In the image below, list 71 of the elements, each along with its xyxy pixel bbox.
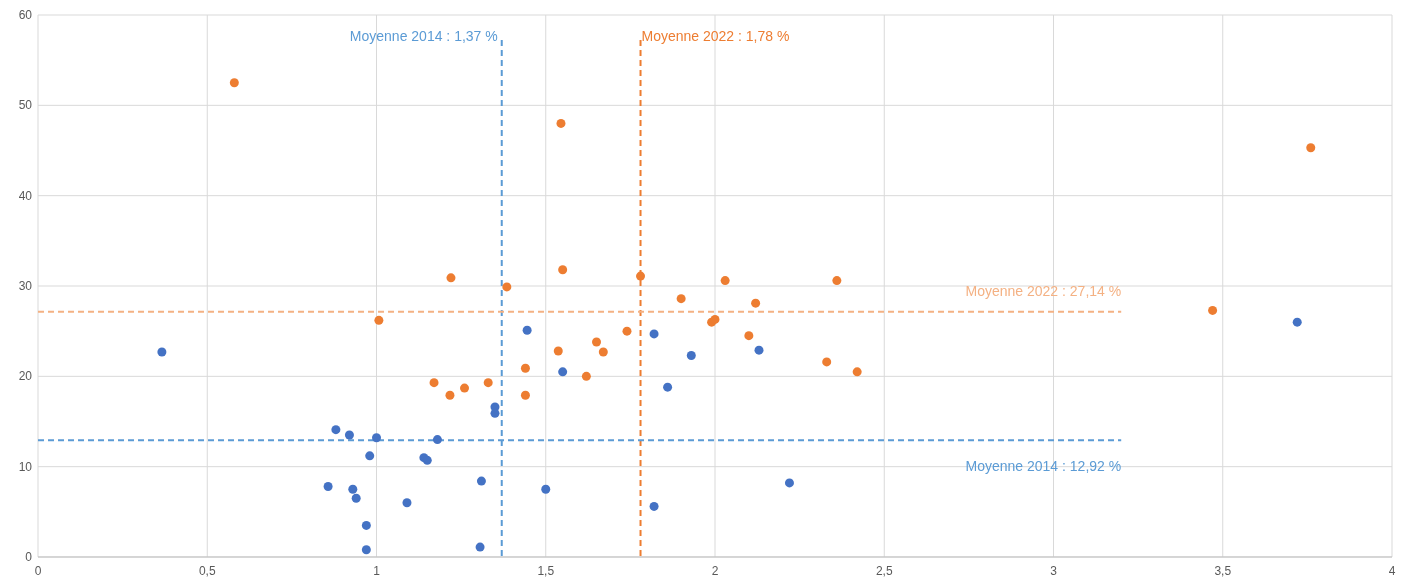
x-tick-label: 4 (1388, 564, 1396, 578)
point (784, 478, 794, 488)
y-tick-label: 40 (18, 188, 33, 203)
ref-line-label: Moyenne 2014 : 12,92 % (965, 458, 1122, 475)
point (402, 498, 412, 508)
point (754, 345, 764, 355)
point (581, 371, 591, 381)
x-tick-label: 2,5 (875, 564, 893, 578)
point (556, 118, 566, 128)
point (429, 378, 439, 388)
point (649, 329, 659, 339)
point (229, 78, 239, 88)
point (476, 476, 486, 486)
point (361, 545, 371, 555)
point (502, 282, 512, 292)
x-tick-label: 1 (373, 564, 381, 578)
point (522, 325, 532, 335)
point (445, 390, 455, 400)
point (592, 337, 602, 347)
point (720, 276, 730, 286)
point (676, 294, 686, 304)
point (460, 383, 470, 393)
point (1292, 317, 1302, 327)
point (351, 493, 361, 503)
point (331, 425, 341, 435)
point (520, 363, 530, 373)
point (483, 378, 493, 388)
point (361, 520, 371, 530)
point (663, 382, 673, 392)
point (374, 315, 384, 325)
x-tick-label: 3,5 (1214, 564, 1232, 578)
point (558, 265, 568, 275)
x-tick-label: 2 (711, 564, 719, 578)
point (553, 346, 563, 356)
point (520, 390, 530, 400)
y-tick-label: 30 (18, 279, 33, 293)
y-tick-label: 20 (18, 369, 33, 384)
point (372, 433, 381, 443)
point (446, 273, 456, 283)
point (744, 331, 754, 341)
point (432, 435, 442, 445)
point (157, 347, 167, 357)
point (686, 351, 696, 361)
point (344, 430, 354, 440)
point (348, 484, 358, 494)
x-tick-label: 0 (34, 564, 42, 578)
point (751, 298, 761, 308)
y-tick-label: 60 (18, 8, 33, 22)
point (636, 271, 646, 281)
ref-line-label: Moyenne 2022 : 27,14 % (965, 282, 1122, 299)
point (822, 357, 832, 367)
point (365, 451, 375, 461)
x-tick-label: 1,5 (537, 564, 555, 578)
point (1208, 305, 1218, 315)
y-tick-label: 10 (18, 459, 33, 474)
point (1306, 143, 1316, 153)
point (475, 542, 485, 552)
point (541, 484, 551, 494)
ref-line-label: Moyenne 2022 : 1,78 % (641, 28, 790, 44)
y-tick-label: 0 (25, 550, 33, 564)
point (832, 276, 842, 286)
x-tick-label: 0,5 (198, 564, 216, 578)
y-tick-label: 50 (18, 98, 33, 113)
x-tick-label: 3 (1050, 564, 1058, 578)
point (323, 482, 333, 492)
point (852, 367, 862, 377)
ref-line-label: Moyenne 2014 : 1,37 % (349, 28, 498, 44)
point (558, 367, 568, 377)
point (598, 347, 608, 357)
point (649, 501, 659, 511)
point (622, 326, 632, 336)
